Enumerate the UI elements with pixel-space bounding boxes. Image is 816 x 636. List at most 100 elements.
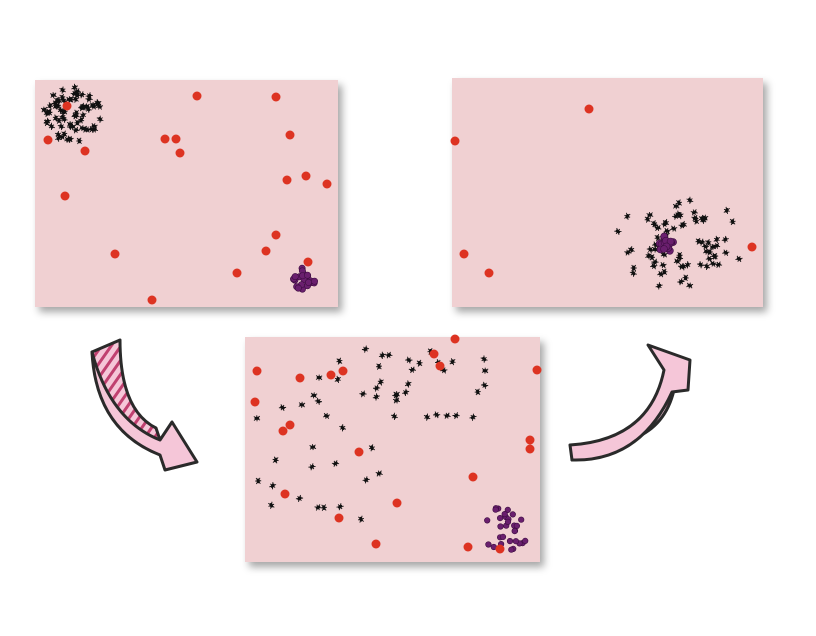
ant: [682, 274, 689, 282]
red-dot: [43, 135, 53, 145]
ant-legs: [385, 351, 393, 359]
ant-legs: [272, 456, 279, 464]
panel: [452, 78, 763, 307]
ant: [95, 103, 104, 110]
ant-legs: [315, 374, 323, 381]
ant-legs: [655, 282, 663, 290]
ant: [392, 397, 401, 404]
ant: [71, 83, 79, 92]
colony-cell: [484, 517, 491, 524]
red-dot: [525, 444, 535, 454]
ant-legs: [624, 212, 631, 220]
ant-legs: [361, 345, 370, 353]
colony-cell: [518, 516, 525, 523]
ant: [624, 212, 631, 220]
ant-legs: [654, 224, 662, 232]
ant-legs: [269, 482, 277, 490]
colony-cell: [508, 546, 515, 553]
ant: [298, 401, 306, 408]
ant: [336, 357, 343, 365]
ant: [269, 482, 277, 490]
ant: [423, 413, 431, 421]
red-dot: [80, 146, 90, 156]
ant-legs: [60, 115, 68, 123]
colony-cell: [304, 278, 312, 286]
ant: [78, 116, 85, 124]
ant-legs: [452, 412, 460, 420]
red-dot: [147, 295, 157, 305]
ant: [79, 111, 87, 119]
ant: [630, 264, 637, 272]
ant-legs: [253, 415, 261, 422]
ant: [339, 424, 347, 432]
red-dot: [584, 104, 594, 114]
colony-cell: [501, 510, 508, 518]
colony-cell: [497, 523, 504, 530]
ant-legs: [709, 260, 717, 267]
ant: [57, 122, 65, 131]
ant-legs: [659, 261, 667, 269]
ant-legs: [372, 393, 380, 401]
red-dot: [371, 539, 381, 549]
ant: [89, 101, 97, 109]
ant: [686, 282, 694, 289]
ant-legs: [76, 137, 83, 145]
ant: [416, 359, 423, 367]
ant: [385, 351, 393, 359]
ant-legs: [368, 444, 376, 452]
ant: [709, 244, 717, 251]
ant-legs: [680, 220, 687, 229]
ant-legs: [684, 261, 692, 269]
red-dot: [60, 191, 70, 201]
ant-legs: [357, 515, 365, 523]
ant-legs: [308, 463, 316, 471]
ant-legs: [712, 242, 721, 249]
ant: [650, 221, 659, 229]
ant: [66, 121, 74, 128]
ant-legs: [700, 216, 708, 224]
ant-legs: [40, 106, 48, 113]
ant-legs: [78, 91, 86, 99]
ant-legs: [416, 359, 423, 367]
ant-legs: [66, 121, 74, 128]
ant: [480, 381, 489, 389]
red-dot: [280, 489, 290, 499]
ant: [362, 476, 370, 484]
ant-legs: [278, 404, 287, 412]
ant: [614, 227, 622, 235]
ant-legs: [43, 117, 52, 126]
ant: [676, 211, 684, 220]
colony-cell: [511, 527, 518, 535]
ant: [646, 245, 655, 254]
ant: [628, 246, 635, 254]
ant-legs: [646, 211, 654, 219]
ant: [469, 413, 477, 421]
ant: [377, 378, 384, 386]
ant-legs: [66, 135, 74, 143]
ant: [677, 278, 685, 286]
particles: [40, 83, 757, 554]
ant: [315, 374, 323, 381]
ant: [90, 123, 98, 130]
ant-legs: [408, 366, 417, 374]
ant-legs: [614, 227, 622, 235]
red-dot: [62, 101, 72, 111]
ant-legs: [73, 109, 80, 117]
ant-legs: [59, 86, 66, 94]
ant: [46, 102, 54, 110]
ant: [72, 126, 80, 134]
ant: [659, 261, 667, 269]
red-dot: [252, 366, 262, 376]
ant-legs: [686, 196, 694, 204]
ant-legs: [729, 218, 736, 226]
ant: [705, 255, 714, 263]
ant-legs: [336, 503, 344, 511]
ant: [670, 225, 678, 232]
red-dot: [525, 435, 535, 445]
panel: [245, 337, 540, 562]
red-dot: [532, 365, 542, 375]
ant: [393, 391, 400, 398]
ant-legs: [58, 133, 66, 141]
colony-cell: [504, 518, 512, 526]
ant: [709, 260, 717, 267]
